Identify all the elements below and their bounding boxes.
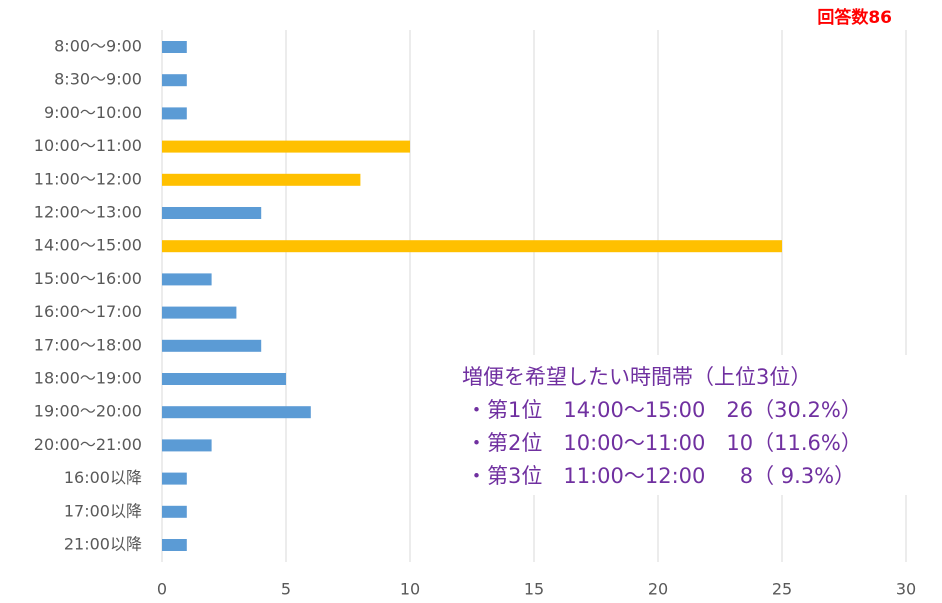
note-background <box>455 355 942 495</box>
response-count: 回答数86 <box>817 7 892 28</box>
y-tick-label: 17:00以降 <box>64 501 142 520</box>
y-tick-label: 8:30～9:00 <box>54 70 142 89</box>
x-tick-label: 30 <box>896 580 916 599</box>
bar <box>162 373 286 385</box>
y-tick-label: 20:00～21:00 <box>34 435 142 454</box>
bar <box>162 140 410 153</box>
note-line: ・第2位 10:00～11:00 10（11.6%） <box>466 431 862 455</box>
x-tick-label: 15 <box>524 580 544 599</box>
y-tick-label: 18:00～19:00 <box>34 369 142 388</box>
y-tick-label: 21:00以降 <box>64 535 142 554</box>
y-tick-label: 16:00以降 <box>64 468 142 487</box>
bar <box>162 472 187 485</box>
x-tick-label: 25 <box>772 580 792 599</box>
bar <box>162 207 262 219</box>
bar <box>162 41 187 53</box>
note-line: 増便を希望したい時間帯（上位3位） <box>462 365 811 389</box>
bar <box>162 406 311 419</box>
x-tick-label: 0 <box>157 580 167 599</box>
note-line: ・第1位 14:00～15:00 26（30.2%） <box>466 398 862 422</box>
bar <box>162 439 212 452</box>
y-tick-label: 8:00～9:00 <box>54 37 142 56</box>
y-tick-label: 10:00～11:00 <box>34 136 142 155</box>
x-tick-label: 10 <box>400 580 420 599</box>
y-tick-label: 11:00～12:00 <box>34 169 142 188</box>
bar <box>162 273 212 286</box>
bar <box>162 240 782 253</box>
y-tick-label: 9:00～10:00 <box>44 103 142 122</box>
y-tick-label: 19:00～20:00 <box>34 402 142 421</box>
bar <box>162 306 237 319</box>
bar <box>162 107 187 120</box>
y-tick-label: 17:00～18:00 <box>34 335 142 354</box>
bar <box>162 539 187 551</box>
x-tick-label: 5 <box>281 580 291 599</box>
y-tick-label: 14:00～15:00 <box>34 236 142 255</box>
bar <box>162 339 262 352</box>
bar <box>162 74 187 87</box>
y-tick-label: 12:00～13:00 <box>34 203 142 222</box>
marks <box>162 41 782 551</box>
y-tick-label: 16:00～17:00 <box>34 302 142 321</box>
x-tick-label: 20 <box>648 580 668 599</box>
note-line: ・第3位 11:00～12:00 8（ 9.3%） <box>466 464 855 488</box>
grid <box>161 30 907 562</box>
bar <box>162 505 187 518</box>
y-tick-label: 15:00～16:00 <box>34 269 142 288</box>
bar <box>162 173 361 186</box>
